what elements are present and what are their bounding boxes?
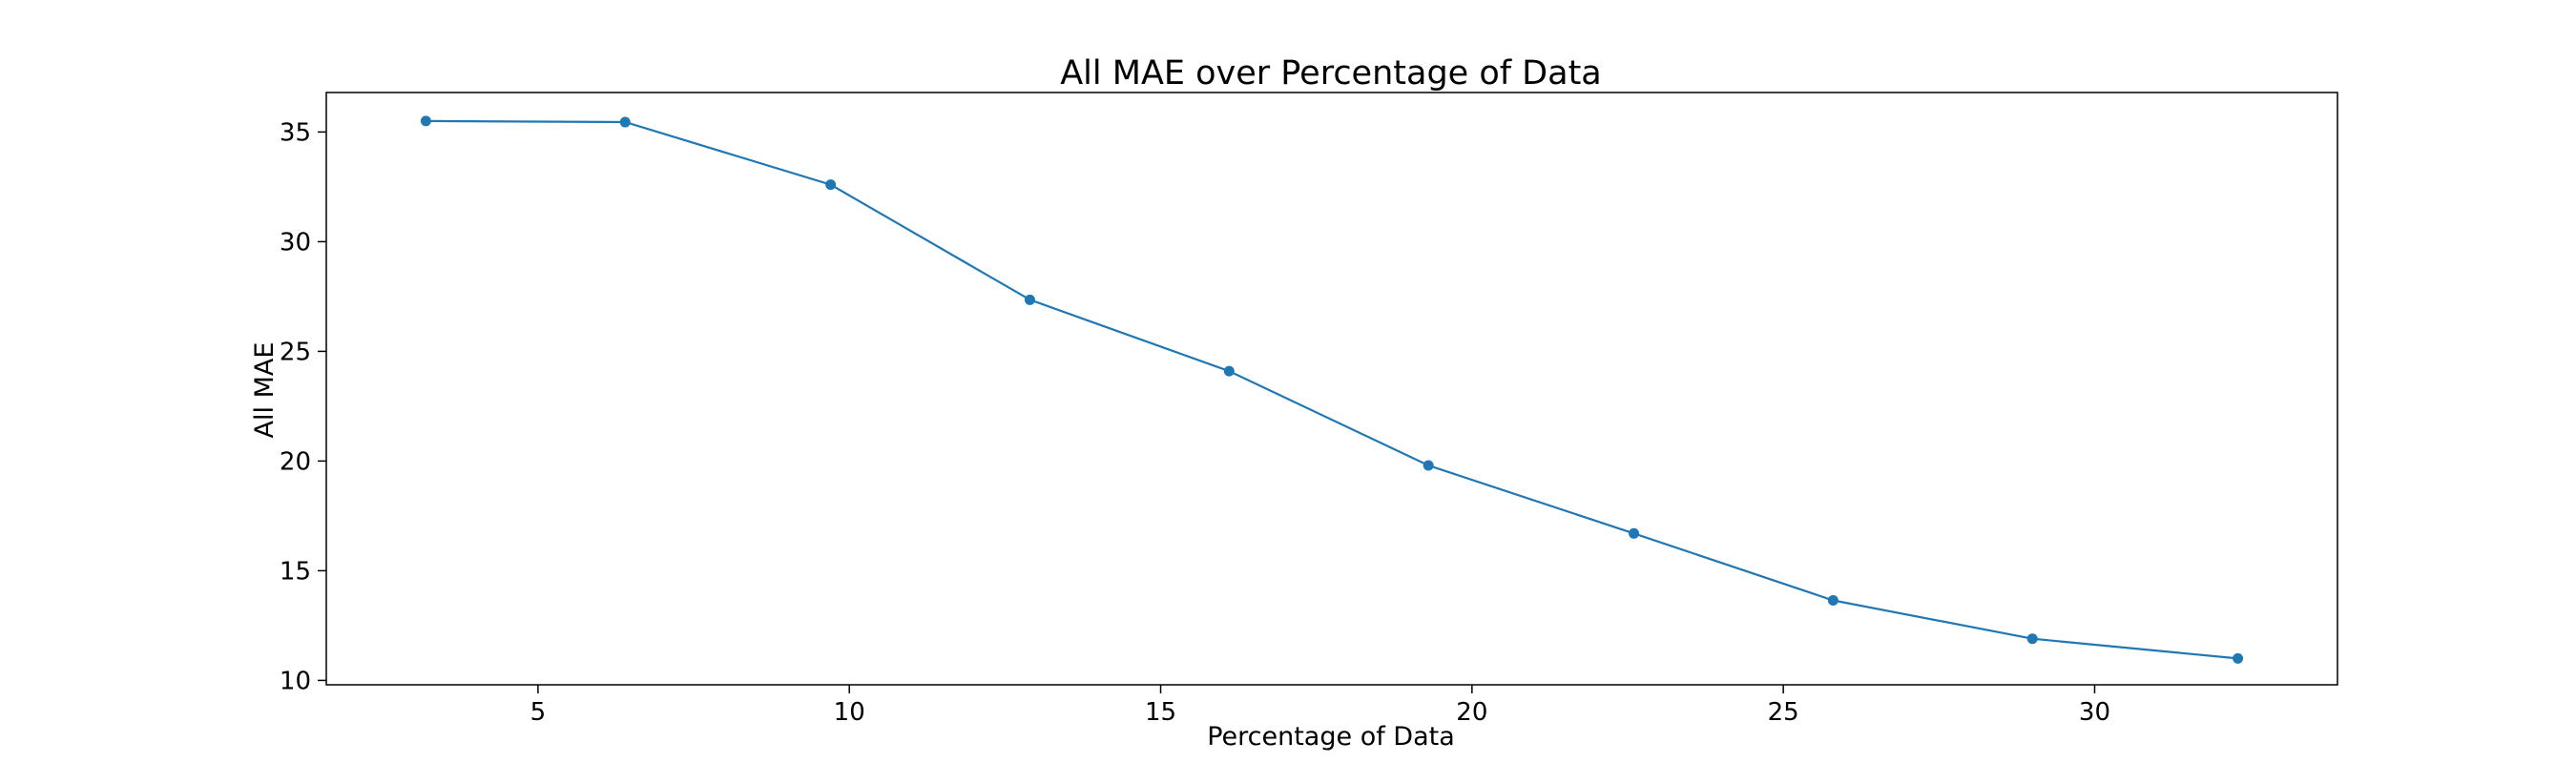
- data-point: [1423, 460, 1434, 471]
- data-point: [2233, 652, 2244, 664]
- data-point: [1629, 527, 1640, 539]
- y-tick-label: 25: [280, 338, 311, 366]
- x-tick-label: 20: [1456, 698, 1487, 727]
- chart-title: All MAE over Percentage of Data: [1060, 54, 1602, 93]
- data-point: [1223, 365, 1235, 377]
- data-point: [619, 116, 631, 128]
- x-tick-label: 5: [530, 698, 547, 727]
- data-point: [2026, 633, 2038, 645]
- axes-frame: [325, 92, 2338, 686]
- x-tick-label: 25: [1768, 698, 1799, 727]
- x-tick-label: 10: [834, 698, 865, 727]
- y-tick-label: 30: [280, 228, 311, 257]
- data-point: [825, 179, 837, 191]
- series-line: [426, 119, 2238, 660]
- plot-area: [420, 115, 2244, 664]
- data-point: [1827, 594, 1839, 606]
- y-tick-label: 20: [280, 447, 311, 476]
- y-tick-label: 10: [280, 667, 311, 695]
- y-tick-label: 35: [280, 118, 311, 147]
- x-tick-label: 15: [1145, 698, 1176, 727]
- data-point: [420, 115, 431, 127]
- data-point: [1024, 294, 1035, 305]
- y-tick-label: 15: [280, 557, 311, 586]
- y-axis-label: All MAE: [250, 342, 280, 439]
- x-axis-label: Percentage of Data: [1207, 722, 1455, 752]
- x-tick-label: 30: [2079, 698, 2110, 727]
